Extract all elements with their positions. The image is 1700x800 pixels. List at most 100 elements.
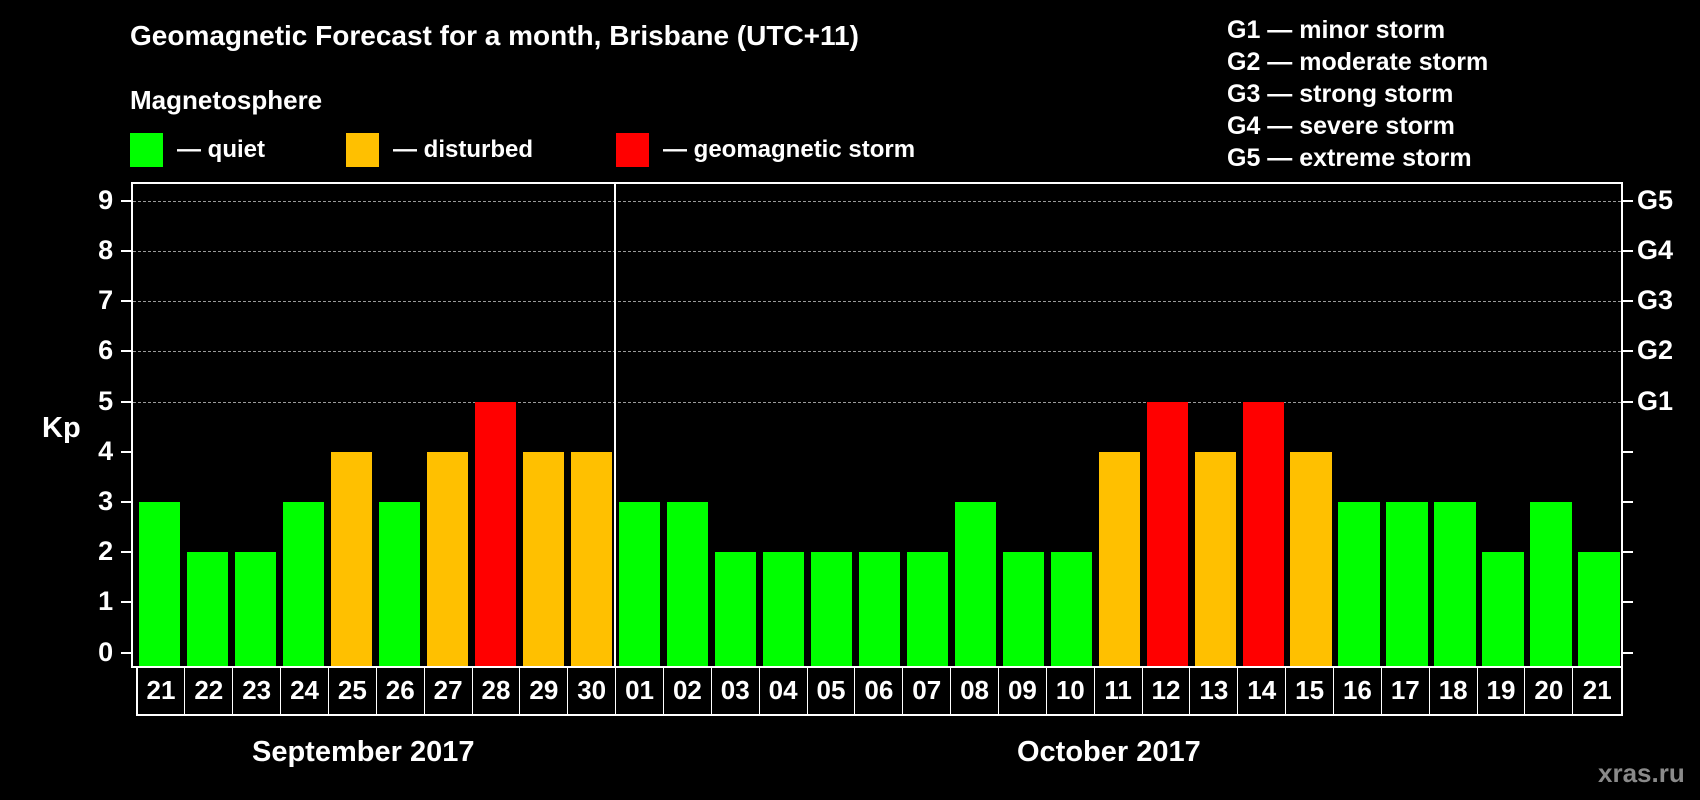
date-label-sep-29: 29 xyxy=(520,667,569,714)
storm-scale-legend: G1 — minor storm G2 — moderate storm G3 … xyxy=(1227,14,1488,174)
kp-bar-oct-18 xyxy=(1434,501,1476,666)
y-tick-right-5 xyxy=(1623,400,1634,403)
date-label-sep-26: 26 xyxy=(377,667,425,714)
y-tick-left-8 xyxy=(121,249,132,252)
date-label-oct-06: 06 xyxy=(855,667,904,714)
kp-bar-sep-24 xyxy=(282,501,325,666)
legend-disturbed: — disturbed xyxy=(346,133,533,167)
kp-bar-sep-22 xyxy=(186,552,229,666)
kp-bar-sep-27 xyxy=(426,451,469,666)
y-tick-right-1 xyxy=(1623,601,1634,604)
date-label-oct-13: 13 xyxy=(1190,667,1239,714)
y-tick-left-6 xyxy=(121,350,132,353)
kp-bar-sep-26 xyxy=(378,501,421,666)
g-scale-label-g4: G4 xyxy=(1637,234,1674,265)
date-label-sep-23: 23 xyxy=(233,667,282,714)
y-tick-right-7 xyxy=(1623,300,1634,303)
g-scale-label-g5: G5 xyxy=(1637,184,1674,215)
kp-bar-sep-23 xyxy=(234,552,277,666)
kp-bar-oct-15 xyxy=(1290,451,1332,666)
date-label-oct-07: 07 xyxy=(903,667,952,714)
kp-bar-oct-21 xyxy=(1578,552,1620,666)
y-tick-right-2 xyxy=(1623,551,1634,554)
legend-disturbed-label: — disturbed xyxy=(393,136,534,163)
kp-bar-oct-19 xyxy=(1482,552,1524,666)
kp-bar-sep-25 xyxy=(330,451,373,666)
y-tick-right-3 xyxy=(1623,500,1634,503)
g-scale-label-g3: G3 xyxy=(1637,285,1674,316)
date-label-oct-18: 18 xyxy=(1430,667,1478,714)
kp-bar-sep-21 xyxy=(138,501,181,666)
date-label-sep-27: 27 xyxy=(425,667,473,714)
kp-bar-oct-10 xyxy=(1050,552,1092,666)
y-tick-right-9 xyxy=(1623,199,1634,202)
date-label-oct-12: 12 xyxy=(1143,667,1191,714)
legend-quiet-label: — quiet xyxy=(177,136,265,163)
gridline-kp-9 xyxy=(133,200,1621,202)
kp-bar-oct-03 xyxy=(714,552,756,666)
y-tick-label-1: 1 xyxy=(98,586,114,617)
y-tick-left-3 xyxy=(121,500,132,503)
y-tick-left-1 xyxy=(121,601,132,604)
y-tick-label-7: 7 xyxy=(98,285,114,316)
kp-bar-oct-09 xyxy=(1002,552,1044,666)
chart-title: Geomagnetic Forecast for a month, Brisba… xyxy=(130,20,859,51)
date-label-oct-05: 05 xyxy=(808,667,856,714)
storm-scale-g5: G5 — extreme storm xyxy=(1227,144,1472,172)
kp-bar-oct-12 xyxy=(1146,401,1188,666)
date-label-sep-28: 28 xyxy=(473,667,521,714)
storm-scale-g4: G4 — severe storm xyxy=(1227,112,1455,140)
kp-bar-oct-02 xyxy=(666,501,708,666)
y-tick-label-6: 6 xyxy=(98,335,114,366)
watermark: xras.ru xyxy=(1598,758,1685,788)
date-label-oct-11: 11 xyxy=(1095,667,1143,714)
y-tick-right-0 xyxy=(1623,651,1634,654)
date-label-sep-22: 22 xyxy=(185,667,234,714)
chart-subtitle: Magnetosphere xyxy=(130,85,323,115)
date-label-oct-14: 14 xyxy=(1238,667,1287,714)
kp-bar-oct-17 xyxy=(1386,501,1428,666)
storm-scale-g3: G3 — strong storm xyxy=(1227,80,1454,108)
y-tick-label-0: 0 xyxy=(98,636,114,667)
month-separator-line xyxy=(614,182,617,668)
kp-bar-sep-29 xyxy=(522,451,565,666)
kp-bar-oct-01 xyxy=(618,501,660,666)
storm-swatch xyxy=(616,133,649,167)
date-label-oct-15: 15 xyxy=(1286,667,1334,714)
kp-bar-oct-06 xyxy=(858,552,900,666)
y-tick-left-7 xyxy=(121,300,132,303)
y-tick-label-8: 8 xyxy=(98,234,114,265)
kp-bar-oct-14 xyxy=(1242,401,1284,666)
y-tick-left-4 xyxy=(121,450,132,453)
date-label-oct-08: 08 xyxy=(951,667,999,714)
y-tick-label-2: 2 xyxy=(98,536,114,567)
y-tick-right-4 xyxy=(1623,450,1634,453)
kp-bar-sep-30 xyxy=(570,451,612,666)
month-label-october: October 2017 xyxy=(1017,736,1201,768)
y-tick-left-9 xyxy=(121,199,132,202)
quiet-swatch xyxy=(130,133,163,167)
kp-bar-oct-04 xyxy=(762,552,804,666)
kp-bar-oct-13 xyxy=(1194,451,1236,666)
legend-storm-label: — geomagnetic storm xyxy=(663,136,916,163)
date-label-oct-16: 16 xyxy=(1334,667,1382,714)
y-tick-left-2 xyxy=(121,551,132,554)
storm-scale-g1: G1 — minor storm xyxy=(1227,16,1446,44)
y-tick-left-5 xyxy=(121,400,132,403)
g-scale-label-g1: G1 xyxy=(1637,385,1674,416)
date-label-oct-19: 19 xyxy=(1478,667,1526,714)
date-label-oct-02: 02 xyxy=(664,667,712,714)
gridline-kp-8 xyxy=(133,250,1621,252)
legend-quiet: — quiet xyxy=(130,133,265,167)
plot-frame xyxy=(131,182,1623,668)
kp-bar-oct-08 xyxy=(954,501,996,666)
y-tick-label-5: 5 xyxy=(98,385,114,416)
gridline-kp-7 xyxy=(133,301,1621,303)
date-label-sep-24: 24 xyxy=(281,667,329,714)
g-scale-label-g2: G2 xyxy=(1637,335,1674,366)
y-tick-right-8 xyxy=(1623,249,1634,252)
date-label-oct-03: 03 xyxy=(712,667,760,714)
y-tick-label-4: 4 xyxy=(98,435,114,466)
kp-bar-oct-07 xyxy=(906,552,948,666)
legend-storm: — geomagnetic storm xyxy=(616,133,915,167)
